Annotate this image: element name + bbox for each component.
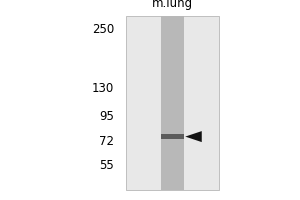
Bar: [126, 16, 219, 190]
Text: 55: 55: [99, 159, 114, 172]
Bar: [161, 134, 184, 139]
Text: m.lung: m.lung: [152, 0, 193, 10]
Text: 250: 250: [92, 23, 114, 36]
Bar: [161, 134, 184, 139]
Text: 95: 95: [99, 110, 114, 123]
Polygon shape: [185, 131, 202, 142]
Text: 130: 130: [92, 82, 114, 95]
Text: 72: 72: [99, 135, 114, 148]
Bar: [161, 16, 184, 190]
